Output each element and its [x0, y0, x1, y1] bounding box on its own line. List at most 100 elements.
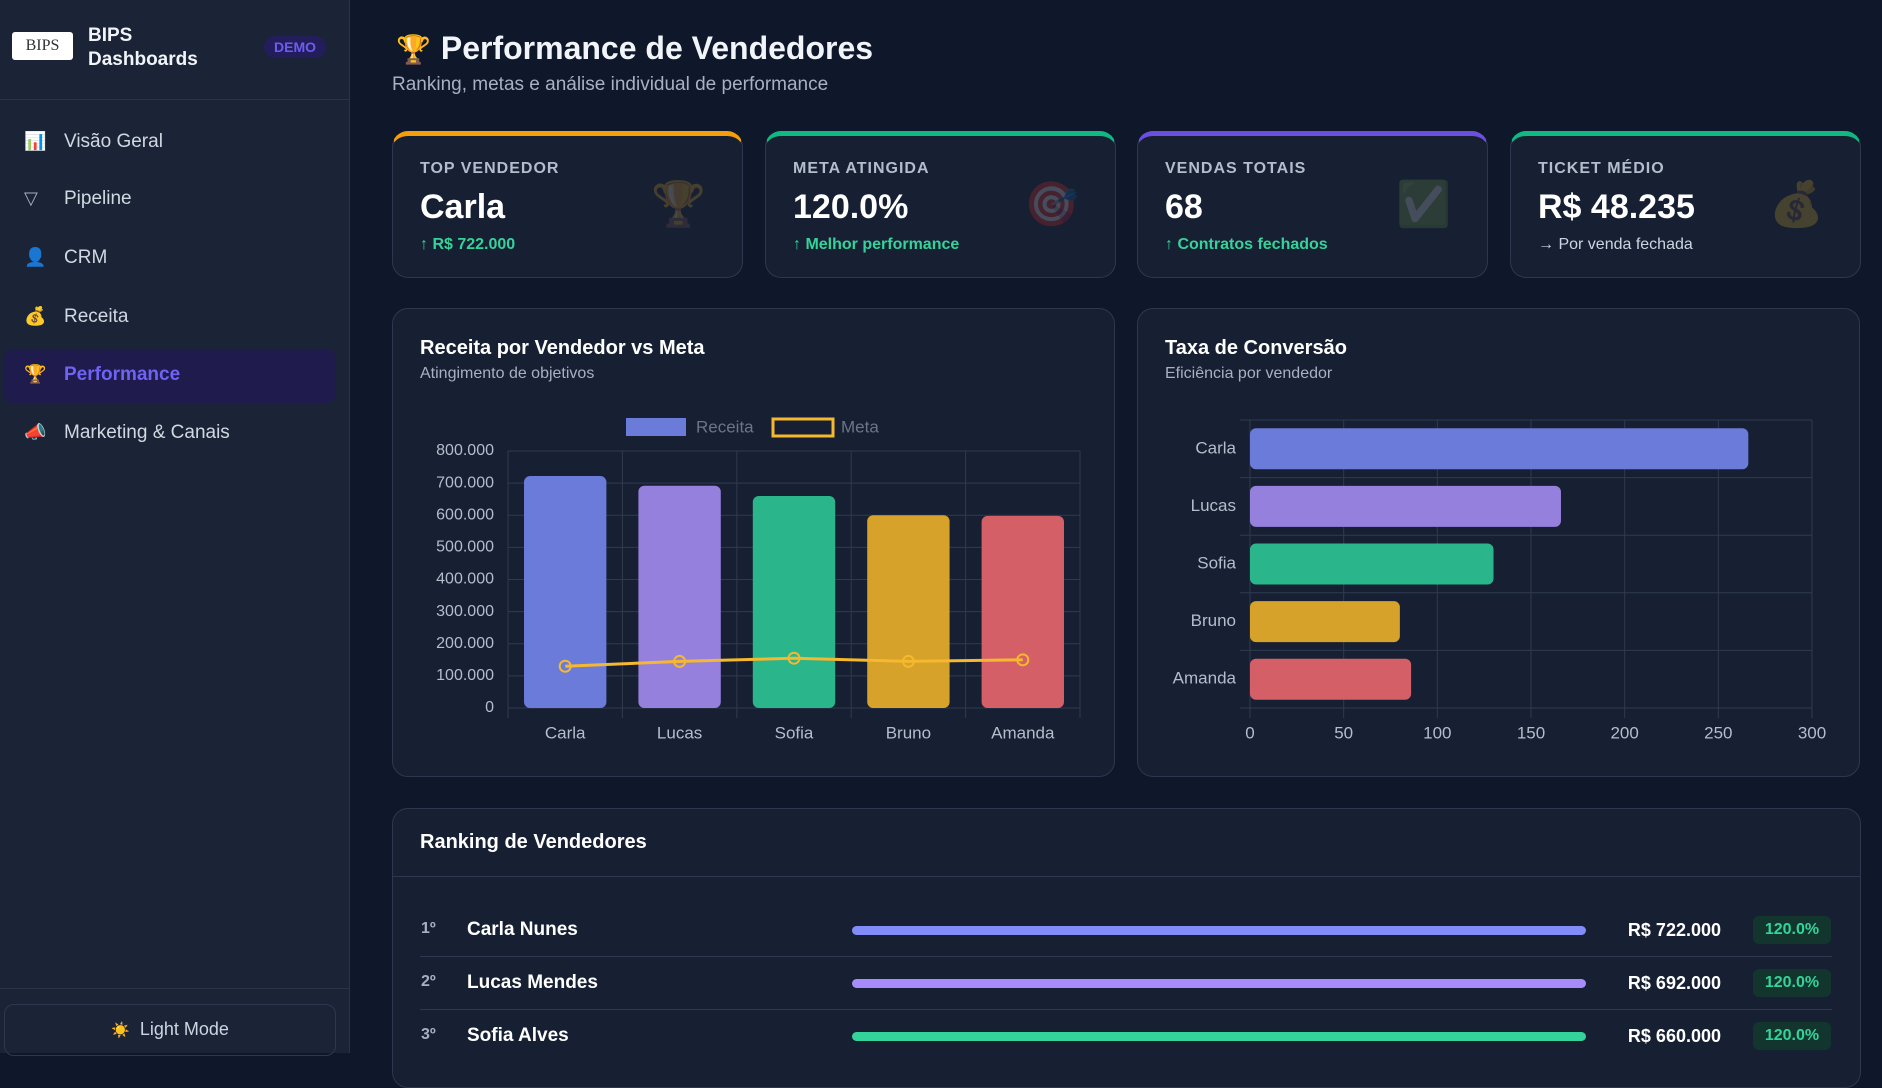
y-tick-label: 0 [485, 699, 494, 716]
title-text: Performance de Vendedores [440, 30, 874, 66]
legend-swatch [626, 418, 686, 436]
x-tick-label: 300 [1798, 723, 1826, 742]
bar [1250, 485, 1561, 527]
bar [1250, 543, 1494, 585]
x-tick-label: Lucas [657, 723, 702, 742]
bar [867, 515, 950, 708]
pct-badge: 120.0% [1753, 916, 1831, 944]
legend-label: Meta [841, 417, 879, 436]
meta-point [673, 654, 687, 668]
rank: 1º [421, 920, 436, 937]
divider [0, 99, 349, 100]
bar [1250, 658, 1412, 700]
chart-subtitle: Atingimento de objetivos [420, 365, 595, 382]
x-tick-label: 200 [1610, 723, 1638, 742]
nav-item[interactable]: 💰 Receita [4, 291, 336, 345]
chart: 0 100.000 200.000 300.000 400.000 500.000 600.… [436, 417, 1081, 742]
ranking-title: Ranking de Vendedores [420, 831, 647, 853]
meta-point [901, 654, 915, 668]
chart-title: Taxa de Conversão [1165, 337, 1347, 359]
kpi-icon: ✅ [1396, 180, 1451, 229]
page-title: 🏆 Performance de Vendedores [396, 30, 873, 67]
chart: 0 50 100 150 200 250 300 Carla Lucas Sofia Bruno Am… [1173, 419, 1826, 742]
kpi-value: R$ 48.235 [1538, 188, 1695, 226]
seller-revenue: R$ 692.000 [1627, 973, 1721, 993]
nav-item[interactable]: 🏆 Performance [4, 349, 336, 403]
y-tick-label: Amanda [1173, 669, 1237, 688]
chart-card: Receita por Vendedor vs Meta Atingimento … [392, 308, 1115, 777]
y-tick-label: 800.000 [436, 442, 494, 459]
pct-badge: 120.0% [1753, 969, 1831, 997]
legend-label: Receita [696, 417, 754, 436]
logo: BIPS [12, 32, 73, 60]
bar [981, 515, 1064, 708]
kpi-sub: ↑ Melhor performance [793, 236, 960, 253]
x-tick-label: Carla [545, 723, 586, 742]
kpi-sub: → Por venda fechada [1538, 236, 1693, 253]
rank: 2º [421, 973, 436, 990]
kpi-value: 120.0% [793, 188, 909, 226]
y-tick-label: 300.000 [436, 603, 494, 620]
x-tick-label: 0 [1245, 723, 1254, 742]
theme-toggle[interactable]: ☀️ Light Mode [4, 1004, 336, 1056]
meta-line [565, 656, 1023, 668]
bar [524, 476, 607, 708]
x-tick-label: 50 [1334, 723, 1353, 742]
chart-card: Taxa de Conversão Eficiência por vendedor… [1137, 308, 1860, 777]
kpi-card: VENDAS TOTAIS 68 ↑ Contratos fechados ✅ [1137, 131, 1488, 278]
nav-icon: 📣 [24, 422, 47, 442]
meta-point [1016, 653, 1030, 667]
seller-name: Carla Nunes [467, 919, 578, 940]
bar [752, 495, 836, 708]
x-tick-label: 250 [1704, 723, 1732, 742]
nav-item[interactable]: ▽ Pipeline [4, 173, 336, 227]
kpi-label: VENDAS TOTAIS [1165, 160, 1307, 177]
y-tick-label: 200.000 [436, 635, 494, 652]
progress-bar [852, 926, 1586, 935]
nav-item[interactable]: 📊 Visão Geral [4, 116, 336, 170]
bar [1250, 428, 1749, 470]
y-tick-label: 500.000 [436, 539, 494, 556]
bar [1250, 601, 1400, 643]
toggle-icon: ☀️ [111, 1022, 130, 1039]
kpi-sub: ↑ Contratos fechados [1165, 236, 1328, 253]
nav-item[interactable]: 📣 Marketing & Canais [4, 407, 336, 461]
nav-label: CRM [64, 247, 108, 268]
nav-icon: 👤 [24, 247, 47, 267]
nav-item[interactable]: 👤 CRM [4, 232, 336, 286]
kpi-sub: ↑ R$ 722.000 [420, 236, 516, 253]
toggle-label: Light Mode [139, 1019, 229, 1039]
progress-bar [852, 1032, 1586, 1041]
meta-point [787, 651, 801, 665]
nav-label: Visão Geral [64, 131, 163, 152]
kpi-card: TOP VENDEDOR Carla ↑ R$ 722.000 🏆 [392, 131, 743, 278]
y-tick-label: Sofia [1197, 553, 1236, 572]
y-tick-label: Lucas [1191, 496, 1236, 515]
sidebar: BIPS BIPS Dashboards DEMO 📊 Visão Geral ▽ P… [0, 0, 350, 1056]
chart-title: Receita por Vendedor vs Meta [420, 337, 705, 359]
rank: 3º [421, 1026, 436, 1043]
legend-swatch [771, 417, 835, 438]
nav-icon: 💰 [24, 306, 47, 326]
nav-icon: 🏆 [24, 364, 47, 384]
kpi-icon: 🎯 [1024, 180, 1079, 229]
demo-badge: DEMO [264, 36, 326, 58]
x-tick-label: Sofia [775, 723, 814, 742]
chart-subtitle: Eficiência por vendedor [1165, 365, 1333, 382]
ranking-card: Ranking de Vendedores 1º Carla Nunes R$ 722… [392, 808, 1861, 1088]
divider [393, 876, 1860, 877]
kpi-label: TICKET MÉDIO [1538, 160, 1665, 177]
y-tick-label: 400.000 [436, 571, 494, 588]
kpi-label: META ATINGIDA [793, 160, 930, 177]
brand: BIPS Dashboards [88, 25, 198, 70]
nav-icon: ▽ [24, 188, 38, 208]
seller-name: Lucas Mendes [467, 972, 598, 993]
row-divider [420, 1009, 1832, 1010]
x-tick-label: Amanda [991, 723, 1055, 742]
title-icon: 🏆 [396, 34, 431, 65]
kpi-card: META ATINGIDA 120.0% ↑ Melhor performance 🎯 [765, 131, 1116, 278]
kpi-card: TICKET MÉDIO R$ 48.235 → Por venda fechada… [1510, 131, 1861, 278]
kpi-value: 68 [1165, 188, 1203, 226]
y-tick-label: 600.000 [436, 506, 494, 523]
